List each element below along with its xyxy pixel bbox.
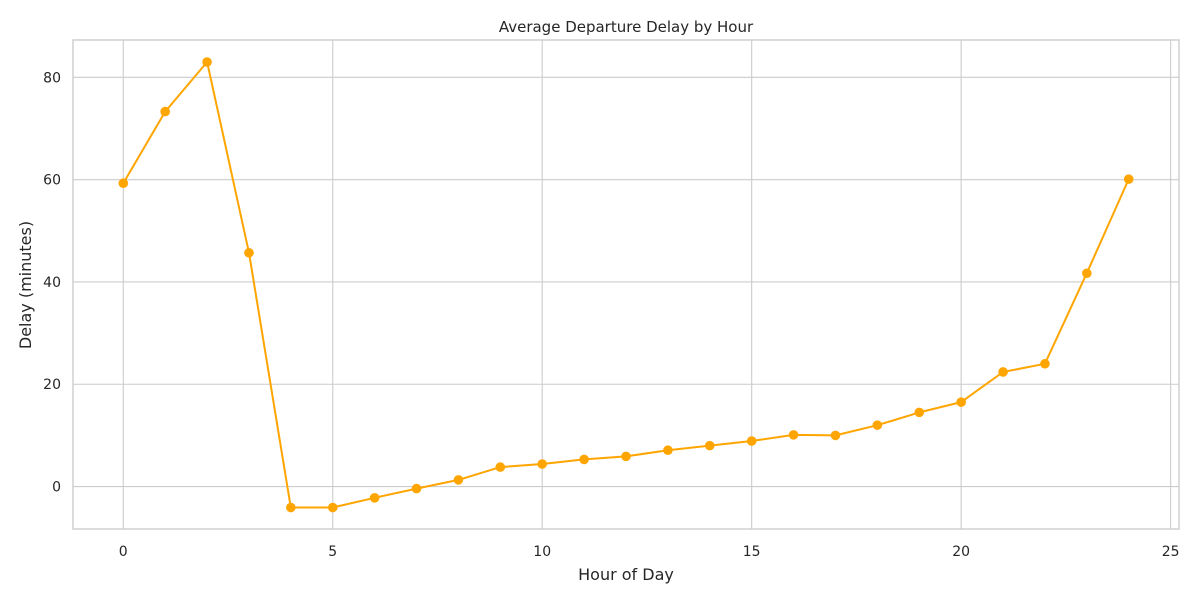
data-point [1040, 358, 1050, 369]
data-point [830, 430, 841, 441]
series-line [122, 61, 1130, 509]
data-point [118, 178, 129, 189]
y-tick-label: 0 [52, 480, 61, 496]
x-tick-label: 25 [1162, 544, 1180, 560]
x-axis-label: Hour of Day [578, 565, 674, 584]
data-point [495, 462, 506, 472]
data-point [160, 106, 170, 117]
data-point [244, 247, 254, 258]
data-point [286, 502, 296, 513]
data-point [621, 451, 631, 462]
data-point [537, 459, 548, 469]
data-point [453, 475, 464, 485]
chart-title: Average Departure Delay by Hour [499, 18, 754, 36]
y-axis-label: Delay (minutes) [16, 221, 35, 349]
data-point [914, 407, 925, 418]
grid [73, 40, 1179, 529]
y-tick-label: 60 [43, 173, 61, 189]
data-point [202, 57, 212, 67]
data-point [998, 367, 1008, 377]
series-layer [118, 57, 1134, 513]
x-tick-label: 5 [328, 544, 337, 560]
plot-frame [72, 39, 1180, 530]
data-point [1082, 268, 1092, 279]
data-point [872, 420, 883, 430]
data-point [788, 430, 799, 440]
x-tick-label: 10 [533, 544, 551, 560]
tick-labels: 0 5 10 15 20 25 0 20 40 60 80 [43, 70, 1179, 560]
y-tick-label: 80 [43, 70, 61, 86]
data-point [369, 492, 380, 503]
data-point [956, 397, 966, 407]
data-point [663, 445, 673, 456]
x-tick-label: 0 [119, 544, 128, 560]
data-point [411, 483, 422, 494]
data-point [746, 436, 757, 446]
y-tick-label: 40 [43, 275, 61, 291]
data-point [327, 502, 338, 513]
data-point [579, 454, 589, 465]
data-point [704, 440, 715, 451]
x-tick-label: 15 [743, 544, 761, 560]
x-tick-label: 20 [952, 544, 970, 560]
data-point [1123, 174, 1134, 184]
y-tick-label: 20 [43, 377, 61, 393]
